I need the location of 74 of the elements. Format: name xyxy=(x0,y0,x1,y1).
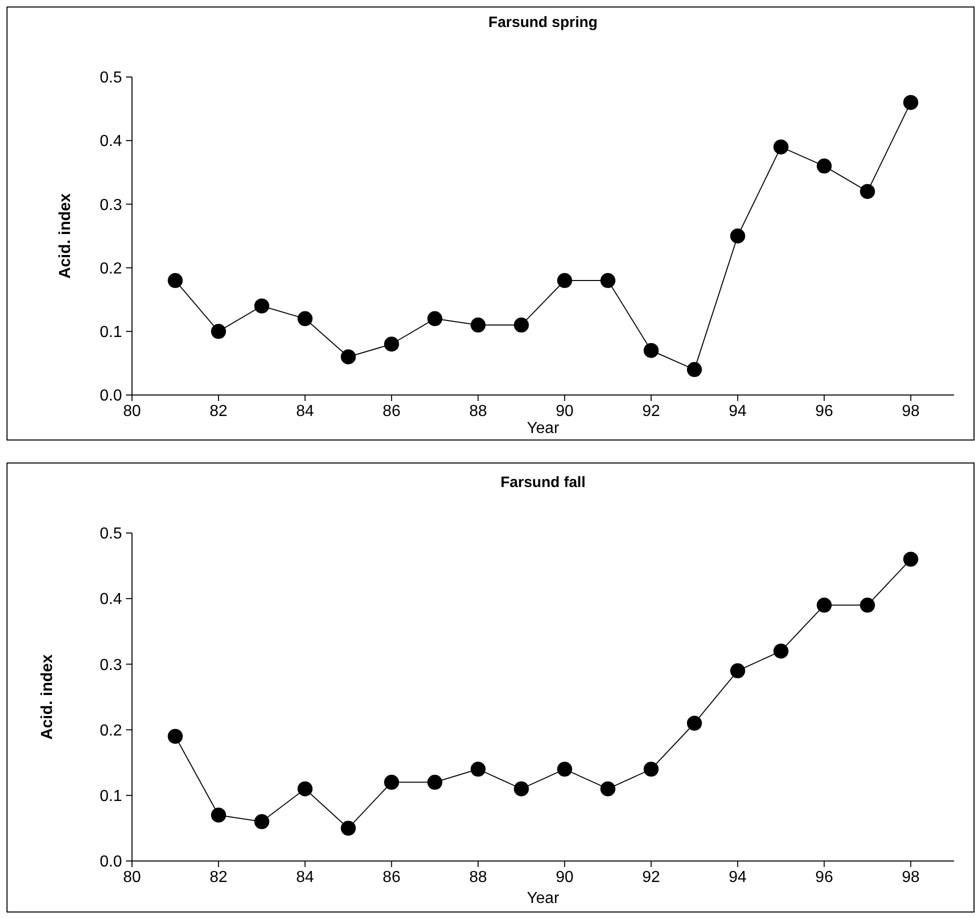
point xyxy=(600,273,616,288)
x-tick-label: 98 xyxy=(902,403,920,420)
point xyxy=(644,762,659,777)
point xyxy=(340,349,356,364)
x-tick-label: 96 xyxy=(815,403,834,420)
point xyxy=(211,808,226,823)
y-axis-title: Acid. index xyxy=(39,654,56,740)
point xyxy=(384,774,400,790)
point xyxy=(384,336,400,352)
point xyxy=(730,228,746,244)
point xyxy=(427,311,442,326)
point xyxy=(557,762,572,777)
chart-title: Farsund spring xyxy=(488,14,598,31)
x-tick-label: 92 xyxy=(642,869,660,886)
x-tick-label: 84 xyxy=(296,403,314,420)
point xyxy=(686,716,702,731)
point xyxy=(860,184,875,199)
point xyxy=(773,644,788,659)
point xyxy=(340,820,356,836)
point xyxy=(816,598,832,613)
point xyxy=(730,663,746,678)
y-tick-label: 0.4 xyxy=(100,591,122,608)
point xyxy=(298,311,313,326)
point xyxy=(686,362,702,378)
point xyxy=(298,781,313,796)
point xyxy=(514,781,529,796)
y-tick-label: 0.2 xyxy=(100,722,122,740)
y-tick-label: 0.5 xyxy=(100,526,122,543)
x-tick-label: 88 xyxy=(469,869,488,886)
y-tick-label: 0.5 xyxy=(100,70,122,87)
point xyxy=(427,774,442,790)
y-axis-title: Acid. index xyxy=(57,193,74,279)
y-tick-label: 0.0 xyxy=(100,388,122,405)
x-tick-label: 84 xyxy=(296,869,314,886)
point xyxy=(470,762,486,777)
y-tick-label: 0.4 xyxy=(100,133,122,150)
point xyxy=(168,728,183,744)
point xyxy=(773,139,788,154)
point xyxy=(860,598,875,613)
x-tick-label: 80 xyxy=(123,403,141,420)
point xyxy=(600,781,616,796)
point xyxy=(903,552,918,567)
y-tick-label: 0.0 xyxy=(100,854,122,871)
x-tick-label: 96 xyxy=(815,869,834,886)
point xyxy=(168,273,183,288)
x-tick-label: 82 xyxy=(210,869,228,886)
y-tick-label: 0.2 xyxy=(100,260,122,278)
point xyxy=(557,273,572,288)
point xyxy=(644,342,659,358)
y-tick-label: 0.3 xyxy=(100,196,122,214)
x-tick-label: 92 xyxy=(642,403,660,420)
x-axis-title: Year xyxy=(526,890,560,907)
point xyxy=(816,158,832,174)
x-tick-label: 88 xyxy=(469,403,488,420)
x-tick-label: 80 xyxy=(123,869,141,886)
point xyxy=(254,814,270,830)
y-tick-label: 0.3 xyxy=(100,656,122,674)
y-tick-label: 0.1 xyxy=(100,324,122,341)
point xyxy=(470,318,486,333)
point xyxy=(903,94,918,110)
x-tick-label: 90 xyxy=(556,403,574,420)
chart-title: Farsund fall xyxy=(500,474,586,491)
x-tick-label: 86 xyxy=(382,403,401,420)
x-tick-label: 98 xyxy=(902,869,920,886)
point xyxy=(211,324,226,339)
point xyxy=(254,298,270,314)
x-tick-label: 94 xyxy=(728,869,747,886)
x-tick-label: 94 xyxy=(728,403,747,420)
x-tick-label: 82 xyxy=(210,403,228,420)
x-tick-label: 90 xyxy=(556,869,574,886)
x-tick-label: 86 xyxy=(382,869,401,886)
point xyxy=(514,318,529,333)
y-tick-label: 0.1 xyxy=(100,788,122,805)
x-axis-title: Year xyxy=(526,420,560,437)
